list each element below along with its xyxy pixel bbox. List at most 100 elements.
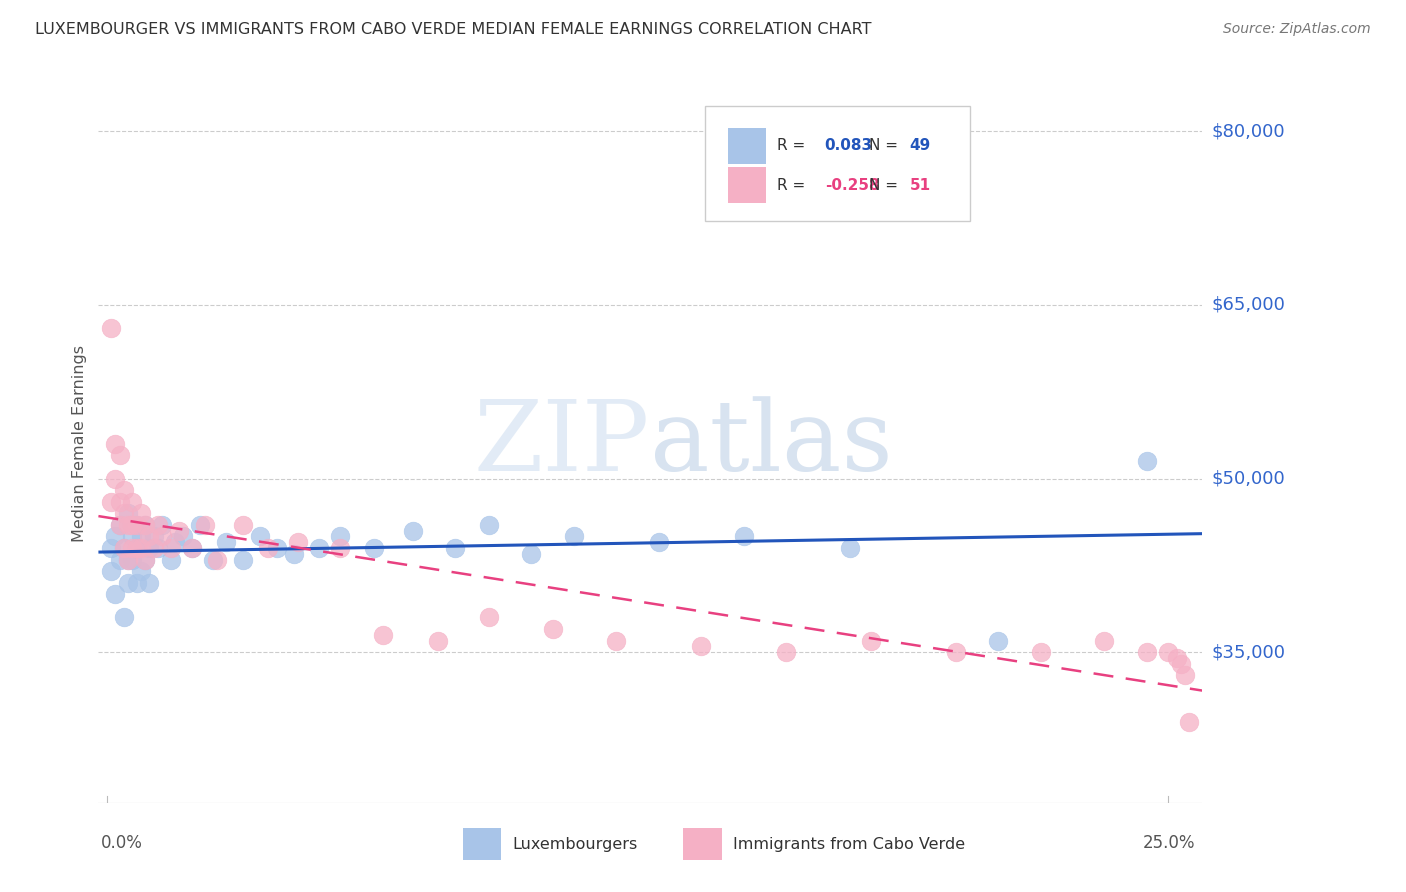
Point (112, 483, 135, 497)
Point (121, 552, 143, 566)
Point (146, 517, 169, 532)
Point (257, 541, 280, 555)
Point (142, 529, 165, 543)
Point (129, 564, 152, 578)
Point (180, 541, 202, 555)
Point (541, 622, 564, 636)
Point (134, 552, 156, 566)
Point (129, 529, 152, 543)
Text: N =: N = (869, 138, 903, 153)
Point (1029, 645, 1052, 659)
Point (232, 517, 254, 532)
Point (478, 610, 501, 624)
Point (108, 517, 131, 532)
Point (108, 517, 131, 532)
Point (163, 535, 186, 549)
Point (125, 517, 148, 532)
Point (125, 517, 148, 532)
Point (138, 575, 160, 590)
Point (121, 529, 143, 543)
Point (266, 541, 288, 555)
Text: Luxembourgers: Luxembourgers (512, 837, 637, 852)
Point (1178, 714, 1201, 729)
Text: Source: ZipAtlas.com: Source: ZipAtlas.com (1223, 22, 1371, 37)
FancyBboxPatch shape (683, 828, 723, 860)
Point (104, 471, 127, 485)
Point (478, 517, 501, 532)
Point (859, 633, 883, 648)
Point (838, 541, 860, 555)
Point (121, 541, 143, 555)
Point (180, 541, 202, 555)
Point (125, 541, 148, 555)
Text: 0.083: 0.083 (825, 138, 873, 153)
Point (104, 587, 127, 601)
Point (329, 529, 352, 543)
Text: 0.0%: 0.0% (101, 834, 143, 852)
Point (108, 494, 131, 508)
Point (1170, 657, 1192, 671)
Text: atlas: atlas (650, 396, 893, 491)
Point (202, 552, 225, 566)
Point (138, 541, 160, 555)
Point (117, 575, 139, 590)
Point (117, 552, 139, 566)
Point (146, 541, 169, 555)
Point (427, 633, 450, 648)
Text: ZIP: ZIP (474, 396, 650, 491)
FancyBboxPatch shape (727, 168, 766, 203)
Point (207, 552, 229, 566)
Point (112, 541, 135, 555)
Point (1136, 645, 1159, 659)
Point (733, 529, 755, 543)
Point (100, 541, 122, 555)
Point (401, 524, 423, 538)
Point (112, 506, 135, 520)
Point (775, 645, 797, 659)
Point (562, 529, 585, 543)
Point (945, 645, 967, 659)
Text: Immigrants from Cabo Verde: Immigrants from Cabo Verde (733, 837, 965, 852)
Point (444, 541, 467, 555)
Point (112, 541, 135, 555)
Text: -0.258: -0.258 (825, 178, 879, 193)
Point (371, 628, 394, 642)
Point (172, 529, 194, 543)
Point (108, 448, 131, 462)
Point (193, 517, 215, 532)
Y-axis label: Median Female Earnings: Median Female Earnings (72, 345, 87, 542)
Point (1166, 651, 1188, 665)
Text: $50,000: $50,000 (1212, 469, 1285, 488)
Point (100, 494, 122, 508)
FancyBboxPatch shape (463, 828, 502, 860)
Point (1157, 645, 1180, 659)
Point (104, 529, 127, 543)
Point (308, 541, 330, 555)
Point (108, 552, 131, 566)
Point (150, 517, 173, 532)
Point (287, 535, 309, 549)
Point (283, 547, 305, 561)
Text: 25.0%: 25.0% (1143, 834, 1195, 852)
Text: N =: N = (869, 178, 903, 193)
Point (134, 517, 156, 532)
Text: $80,000: $80,000 (1212, 122, 1285, 140)
Point (690, 640, 713, 654)
Point (134, 517, 156, 532)
Point (1136, 454, 1159, 468)
Text: $35,000: $35,000 (1212, 643, 1286, 661)
Point (1174, 668, 1197, 682)
Point (150, 529, 173, 543)
Point (215, 535, 238, 549)
Point (232, 552, 254, 566)
Point (129, 541, 152, 555)
Point (520, 547, 543, 561)
Point (363, 541, 385, 555)
Point (121, 517, 143, 532)
Text: R =: R = (778, 178, 810, 193)
Point (112, 610, 135, 624)
Point (125, 575, 148, 590)
Point (104, 437, 127, 451)
Point (987, 633, 1010, 648)
Point (648, 535, 671, 549)
